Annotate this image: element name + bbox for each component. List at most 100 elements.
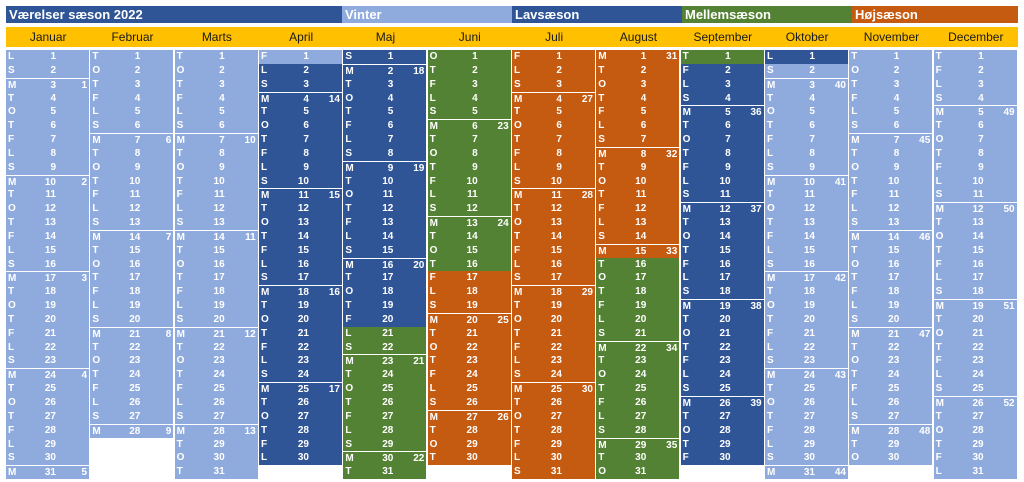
day-number: 25 — [888, 383, 900, 395]
day-number: 31 — [972, 466, 984, 478]
weekday-letter: F — [345, 313, 352, 325]
day-cell: T 15 — [90, 243, 174, 258]
weekday-letter: L — [766, 341, 774, 353]
legend-lavsæson: Lavsæson — [512, 6, 682, 23]
day-number: 20 — [129, 313, 141, 325]
day-number: 1 — [640, 51, 647, 62]
day-cell: L 14 — [343, 229, 427, 244]
day-number: 16 — [550, 258, 562, 270]
weekday-letter: T — [260, 424, 268, 436]
weekday-letter: O — [345, 189, 354, 201]
weekday-letter: M — [260, 190, 270, 202]
weekday-letter: S — [766, 452, 774, 464]
day-number: 15 — [382, 244, 394, 256]
day-cell: F 20 — [343, 312, 427, 327]
week-number: 51 — [1003, 301, 1015, 313]
day-number: 30 — [213, 452, 225, 464]
day-number: 23 — [129, 355, 141, 367]
day-number: 5 — [809, 106, 815, 118]
day-number: 27 — [803, 410, 815, 422]
day-number: 20 — [635, 313, 647, 325]
day-number: 5 — [50, 106, 56, 118]
weekday-letter: F — [92, 286, 99, 298]
day-cell: F 14 — [6, 229, 89, 244]
day-number: 14 — [803, 230, 815, 242]
weekday-letter: F — [598, 106, 605, 118]
day-number: 21 — [803, 327, 815, 339]
day-cell: F 24 — [427, 368, 511, 383]
weekday-letter: O — [260, 410, 269, 422]
day-cell: S 27 — [90, 409, 174, 424]
weekday-letter: L — [935, 175, 942, 187]
day-number: 2 — [809, 64, 815, 76]
day-cell: M 14 11 — [174, 229, 258, 244]
weekday-letter: O — [176, 161, 185, 173]
weekday-letter: M — [766, 273, 776, 285]
day-number: 13 — [213, 217, 225, 229]
day-number: 21 — [44, 327, 56, 339]
weekday-letter: T — [598, 189, 605, 201]
day-number: 19 — [719, 301, 731, 313]
day-number: 6 — [809, 120, 815, 132]
weekday-letter: T — [260, 106, 268, 118]
day-cell: L 29 — [6, 437, 89, 452]
weekday-letter: T — [851, 272, 858, 284]
day-number: 27 — [466, 411, 478, 423]
day-number: 29 — [44, 438, 56, 450]
weekday-letter: M — [345, 259, 354, 271]
day-number: 25 — [719, 383, 731, 395]
day-number: 8 — [809, 147, 815, 159]
weekday-letter: T — [935, 51, 942, 62]
day-cell: L 29 — [764, 437, 848, 452]
day-cell: M 20 25 — [427, 312, 511, 327]
day-number: 14 — [888, 231, 900, 243]
day-cell: M 14 46 — [849, 229, 933, 244]
weekday-letter: T — [766, 92, 774, 104]
day-number: 21 — [129, 328, 141, 340]
day-cell: S 15 — [343, 243, 427, 258]
day-cell: T 27 — [6, 409, 89, 424]
weekday-letter: F — [598, 300, 605, 312]
day-number: 2 — [978, 64, 984, 76]
day-cell: S 17 — [258, 271, 342, 286]
month-header-september: September — [693, 30, 753, 44]
day-number: 12 — [972, 204, 984, 216]
week-number: 50 — [1003, 204, 1015, 216]
day-number: 1 — [387, 51, 394, 62]
day-number: 7 — [134, 135, 141, 147]
weekday-letter: M — [766, 79, 776, 91]
weekday-letter: F — [176, 383, 183, 395]
weekday-letter: L — [260, 355, 268, 367]
weekday-letter: O — [598, 272, 607, 284]
day-cell: F 25 — [90, 382, 174, 396]
day-cell: S 22 — [343, 340, 427, 355]
weekday-letter: S — [429, 203, 437, 215]
day-number: 11 — [973, 189, 984, 201]
weekday-letter: M — [598, 51, 607, 62]
day-cell: T 17 — [343, 271, 427, 286]
day-cell: M 12 37 — [680, 202, 764, 217]
day-number: 20 — [466, 314, 478, 326]
day-number: 5 — [978, 107, 984, 119]
day-cell: T 24 — [343, 368, 427, 383]
day-cell: T 20 — [933, 312, 1017, 327]
day-number: 18 — [719, 286, 731, 298]
day-number: 7 — [640, 134, 647, 146]
day-number: 24 — [466, 369, 478, 381]
weekday-letter: S — [682, 92, 690, 104]
day-number: 7 — [809, 134, 815, 146]
day-number: 9 — [809, 161, 815, 173]
